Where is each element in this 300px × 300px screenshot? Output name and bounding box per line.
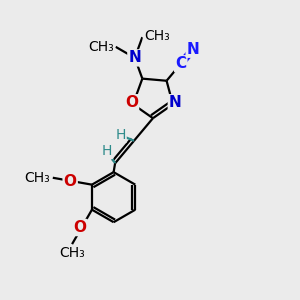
Text: CH₃: CH₃ xyxy=(144,29,169,43)
Text: N: N xyxy=(169,95,182,110)
Text: H: H xyxy=(115,128,126,142)
Text: O: O xyxy=(64,174,77,189)
Text: O: O xyxy=(74,220,87,235)
Text: O: O xyxy=(125,95,138,110)
Text: CH₃: CH₃ xyxy=(59,247,85,260)
Text: N: N xyxy=(187,42,200,57)
Text: CH₃: CH₃ xyxy=(88,40,114,54)
Text: C: C xyxy=(175,56,186,71)
Text: H: H xyxy=(102,144,112,158)
Text: CH₃: CH₃ xyxy=(24,171,50,185)
Text: N: N xyxy=(128,50,141,65)
